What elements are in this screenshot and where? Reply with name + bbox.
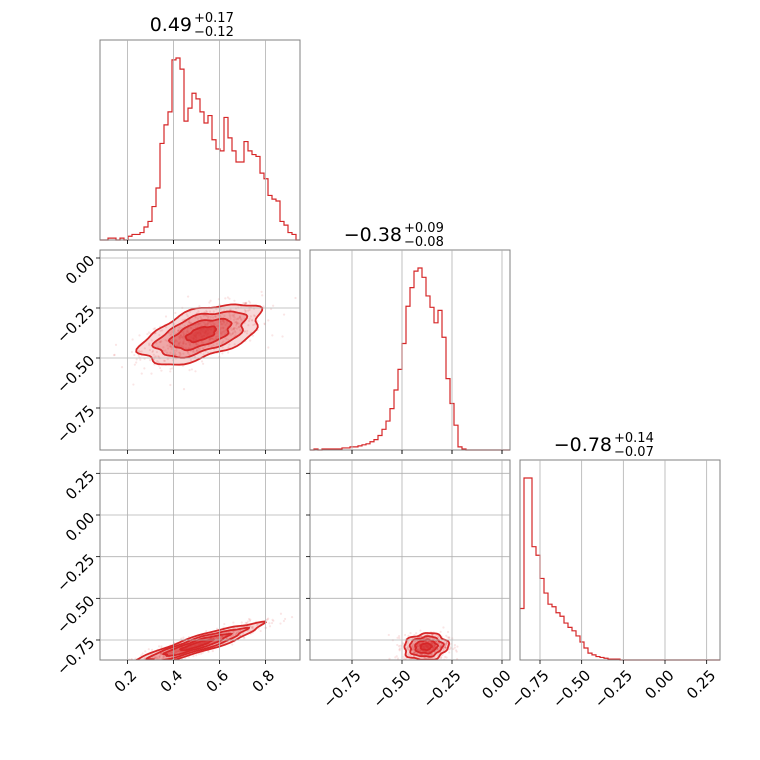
- contour-1-3: [178, 638, 216, 652]
- y-tick-label-2-4: 0.25: [62, 467, 98, 503]
- x-tick-label-2-2: −0.25: [591, 666, 636, 711]
- histogram-line-1: [310, 267, 510, 451]
- x-tick-label-2-0: −0.75: [507, 666, 552, 711]
- contour-2-3: [419, 642, 433, 651]
- y-tick-label-2-0: −0.75: [53, 634, 98, 679]
- y-tick-label-1-1: −0.50: [53, 352, 98, 397]
- panel-title-median-0: 0.49: [150, 14, 192, 36]
- scatter-frame-2: [309, 459, 511, 661]
- panel-title-median-2: −0.78: [554, 434, 612, 456]
- x-tick-label-0-0: 0.2: [111, 666, 141, 696]
- panel-title-plus-2: +0.14: [614, 431, 654, 446]
- scatter-frame-0: [99, 249, 301, 451]
- y-tick-label-1-2: −0.25: [53, 302, 98, 347]
- x-tick-label-2-3: 0.00: [641, 666, 677, 702]
- histogram-panel-1: −0.38 +0.09−0.08: [309, 221, 511, 451]
- y-tick-label-2-2: −0.25: [53, 550, 98, 595]
- x-tick-label-0-3: 0.8: [249, 666, 279, 696]
- y-tick-label-1-3: 0.00: [62, 252, 98, 288]
- histogram-frame-1: [309, 249, 511, 451]
- contour-0-3: [184, 325, 218, 344]
- panel-title-plus-0: +0.17: [194, 11, 234, 26]
- panel-title-plus-1: +0.09: [404, 221, 444, 236]
- scatter-panel-1: [99, 459, 301, 661]
- scatter-frame-1: [99, 459, 301, 661]
- histogram-line-0: [100, 57, 300, 241]
- x-tick-label-1-0: −0.75: [319, 666, 364, 711]
- histogram-panel-0: 0.49 +0.17−0.12: [99, 11, 301, 241]
- y-tick-label-2-1: −0.50: [53, 592, 98, 637]
- panel-title-minus-1: −0.08: [404, 235, 444, 250]
- y-tick-label-2-3: 0.00: [62, 509, 98, 545]
- x-tick-label-2-1: −0.50: [549, 666, 594, 711]
- histogram-frame-0: [99, 39, 301, 241]
- scatter-panel-0: [99, 249, 301, 451]
- panel-title-minus-0: −0.12: [194, 25, 234, 40]
- x-tick-label-1-2: −0.25: [419, 666, 464, 711]
- panel-title-minus-2: −0.07: [614, 445, 654, 460]
- histogram-panel-2: −0.78 +0.14−0.07: [519, 431, 721, 661]
- histogram-frame-2: [519, 459, 721, 661]
- panel-title-median-1: −0.38: [344, 224, 402, 246]
- x-tick-label-0-1: 0.4: [157, 666, 187, 696]
- y-tick-label-1-0: −0.75: [53, 402, 98, 447]
- x-tick-label-0-2: 0.6: [203, 666, 233, 696]
- scatter-panel-2: [309, 459, 511, 661]
- x-tick-label-1-1: −0.50: [369, 666, 414, 711]
- x-tick-label-2-4: 0.25: [683, 666, 719, 702]
